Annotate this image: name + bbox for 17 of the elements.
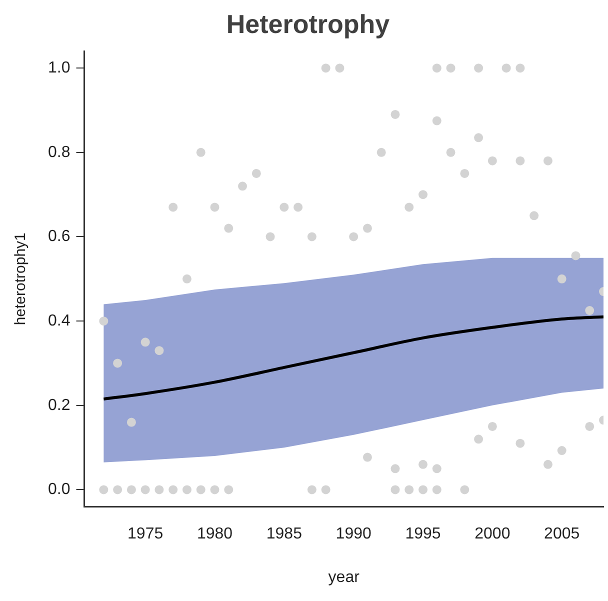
y-tick-label: 0.0 <box>48 481 70 498</box>
y-tick-label: 0.8 <box>48 144 70 161</box>
y-tick-label: 1.0 <box>48 59 70 76</box>
x-tick-label: 2000 <box>474 526 510 543</box>
x-tick-label: 1985 <box>266 526 302 543</box>
y-tick-label: 0.2 <box>48 396 70 414</box>
x-tick-label: 1995 <box>405 526 441 543</box>
y-tick-label: 0.6 <box>48 228 70 246</box>
x-tick-label: 1980 <box>196 526 233 543</box>
line-series <box>102 315 604 401</box>
x-tick-label: 2005 <box>544 526 580 543</box>
chart-title: Heterotrophy <box>226 8 390 39</box>
y-axis-title: heterotrophy1 <box>12 232 30 326</box>
x-axis-title: year <box>328 568 360 586</box>
x-tick-label: 1975 <box>128 526 164 543</box>
x-tick-label: 1990 <box>336 526 372 543</box>
y-tick-label: 0.4 <box>48 312 70 330</box>
